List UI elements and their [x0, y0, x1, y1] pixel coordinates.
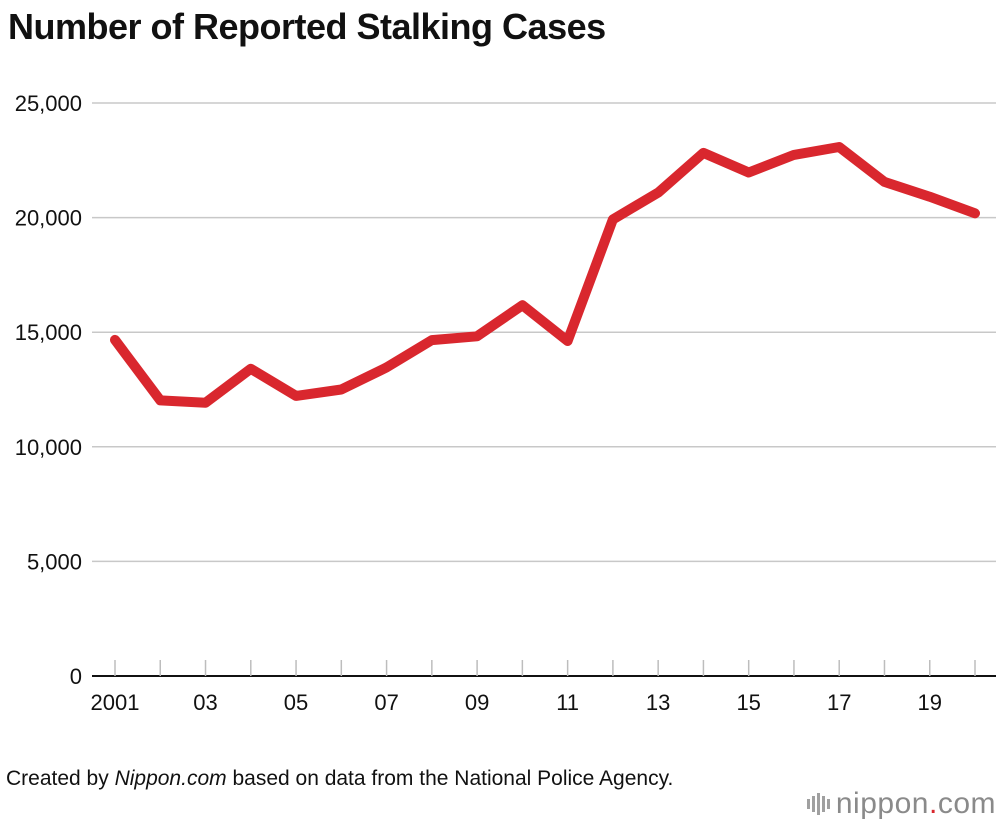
logo-wordmark: nippon.com	[836, 787, 996, 821]
source-site: Nippon.com	[114, 767, 227, 790]
data-series	[110, 142, 980, 408]
x-tick-label: 05	[284, 690, 308, 715]
y-tick-label: 20,000	[15, 206, 82, 231]
x-tick-label: 07	[374, 690, 398, 715]
nippon-logo: nippon.com	[806, 784, 996, 824]
source-note: Created by Nippon.com based on data from…	[6, 766, 706, 792]
y-tick-label: 25,000	[15, 91, 82, 116]
x-tick-label: 13	[646, 690, 670, 715]
logo-tld: com	[937, 787, 996, 820]
source-prefix: Created by	[6, 767, 115, 790]
chart-title: Number of Reported Stalking Cases	[8, 6, 606, 47]
x-tick-label: 03	[193, 690, 217, 715]
y-tick-label: 5,000	[27, 549, 82, 574]
x-tick-label: 17	[827, 690, 851, 715]
source-suffix: based on data from the National Police A…	[226, 767, 674, 790]
x-tick-label: 2001	[91, 690, 140, 715]
x-axis: 2001 03 05 07 09 11 13 15 17 19	[91, 660, 996, 715]
x-tick-label: 15	[736, 690, 760, 715]
gridlines	[92, 102, 996, 563]
x-tick-label: 11	[556, 690, 579, 715]
y-tick-label: 15,000	[15, 320, 82, 345]
logo-name: nippon	[835, 787, 929, 820]
logo-dot: .	[928, 787, 938, 820]
x-tick-label: 19	[917, 690, 941, 715]
logo-mark-icon	[806, 792, 830, 816]
x-tick-label: 09	[465, 690, 489, 715]
series-line	[110, 142, 980, 408]
y-axis-tick-labels: 0 5,000 10,000 15,000 20,000 25,000	[15, 91, 82, 689]
y-tick-label: 0	[70, 664, 82, 689]
y-tick-label: 10,000	[15, 435, 82, 460]
